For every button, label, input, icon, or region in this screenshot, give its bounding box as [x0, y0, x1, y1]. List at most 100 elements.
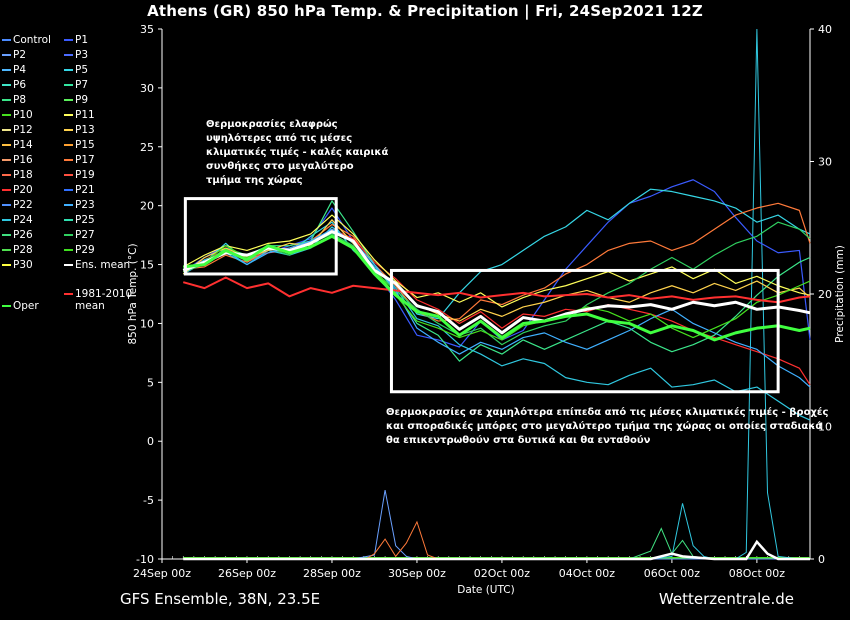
legend-item: P25 [64, 214, 95, 226]
legend-item: P28 [2, 244, 33, 256]
annotation-warm-line: τμήμα της χώρας [206, 175, 303, 186]
legend-swatch [64, 84, 73, 86]
legend-item: 1981-2010 mean [64, 288, 135, 312]
legend-item: P12 [2, 124, 33, 136]
legend-item: P27 [64, 229, 95, 241]
annotation-cool-line: Θερμοκρασίες σε χαμηλότερα επίπεδα από τ… [386, 407, 829, 418]
legend-swatch [2, 219, 11, 221]
legend-item: Ens. mean [64, 259, 130, 271]
legend-swatch [64, 219, 73, 221]
annotation-cool-line: και σποραδικές μπόρες στο μεγαλύτερο τμή… [386, 421, 823, 432]
y-tick-label: 30 [140, 82, 154, 95]
annotation-warm-line: υψηλότερες από τις μέσες [206, 133, 353, 144]
legend-swatch [2, 39, 11, 41]
precip-line [650, 28, 810, 560]
legend-label: P23 [75, 199, 95, 211]
legend-item: P13 [64, 124, 95, 136]
x-tick-label: 24Sep 00z [133, 567, 191, 580]
x-tick-label: 04Oct 00z [559, 567, 616, 580]
legend-label: Ens. mean [75, 259, 131, 271]
legend-label: P29 [75, 244, 95, 256]
legend-swatch [2, 174, 11, 176]
series-line [182, 276, 811, 304]
legend-swatch [64, 54, 73, 56]
legend-label: P3 [75, 49, 89, 61]
legend-item: P11 [64, 109, 95, 121]
legend-item: P6 [2, 79, 26, 91]
legend-label: P25 [75, 214, 95, 226]
legend-swatch [64, 69, 73, 71]
legend-label: P21 [75, 184, 95, 196]
legend-swatch [2, 84, 11, 86]
x-tick-label: 28Sep 00z [303, 567, 361, 580]
highlight-box [389, 268, 780, 394]
legend-item: P22 [2, 199, 33, 211]
legend-swatch [2, 264, 11, 266]
y-tick-label: -10 [136, 553, 154, 566]
legend-item: Control [2, 34, 51, 46]
legend-item: P23 [64, 199, 95, 211]
legend-label: P7 [75, 79, 89, 91]
legend-swatch [64, 234, 73, 236]
legend-item: P8 [2, 94, 26, 106]
legend-swatch [64, 204, 73, 206]
legend-item: Oper [2, 300, 39, 312]
legend-swatch [2, 234, 11, 236]
x-tick-label: 02Oct 00z [474, 567, 531, 580]
y-right-tick-label: 20 [818, 288, 832, 301]
chart-title: Athens (GR) 850 hPa Temp. & Precipitatio… [147, 2, 703, 20]
legend-item: P24 [2, 214, 33, 226]
series-line [182, 219, 811, 322]
legend-swatch [2, 99, 11, 101]
legend-swatch [2, 189, 11, 191]
legend-item: P26 [2, 229, 33, 241]
legend-label: P13 [75, 124, 95, 136]
precip-line [183, 539, 810, 561]
legend-swatch [2, 249, 11, 251]
annotation-warm-line: Θερμοκρασίες ελαφρώς [206, 119, 338, 130]
legend-label: P9 [75, 94, 89, 106]
legend-item: P21 [64, 184, 95, 196]
legend-item: P5 [64, 64, 88, 76]
footer-model-label: GFS Ensemble, 38N, 23.5E [120, 590, 321, 608]
annotation-warm-line: κλιματικές τιμές - καλές καιρικά [206, 147, 389, 158]
y-right-tick-label: 10 [818, 421, 832, 434]
y-right-tick-label: 0 [818, 553, 825, 566]
footer-source-label: Wetterzentrale.de [658, 590, 794, 608]
legend-label: P2 [13, 49, 27, 61]
y-tick-label: 5 [147, 376, 154, 389]
legend-label: P27 [75, 229, 95, 241]
legend-label: P10 [13, 109, 33, 121]
legend-label: 1981-2010 mean [75, 288, 133, 312]
y-tick-label: -5 [143, 494, 154, 507]
series-line [183, 221, 811, 346]
y-tick-label: 0 [147, 435, 154, 448]
legend-label: P11 [75, 109, 95, 121]
legend-label: P22 [13, 199, 33, 211]
y-right-axis-label: Precipitation (mm) [834, 245, 846, 343]
precip-line [353, 490, 810, 560]
legend-label: P26 [13, 229, 33, 241]
legend-item: P17 [64, 154, 95, 166]
legend-swatch [2, 305, 11, 307]
legend-item: P20 [2, 184, 33, 196]
legend-label: P14 [13, 139, 33, 151]
legend-swatch [64, 249, 73, 251]
legend-label: P24 [13, 214, 33, 226]
legend-label: P30 [13, 259, 33, 271]
x-tick-label: 06Oct 00z [644, 567, 701, 580]
legend-item: P7 [64, 79, 88, 91]
series-line [183, 228, 811, 388]
legend-label: P1 [75, 34, 89, 46]
legend-swatch [64, 159, 73, 161]
legend-swatch [64, 129, 73, 131]
x-tick-label: 08Oct 00z [729, 567, 786, 580]
legend-label: Control [13, 34, 51, 46]
legend-label: P18 [13, 169, 33, 181]
legend-item: P29 [64, 244, 95, 256]
legend-swatch [2, 54, 11, 56]
legend-label: P8 [13, 94, 27, 106]
y-right-tick-label: 30 [818, 156, 832, 169]
legend-swatch [64, 99, 73, 101]
